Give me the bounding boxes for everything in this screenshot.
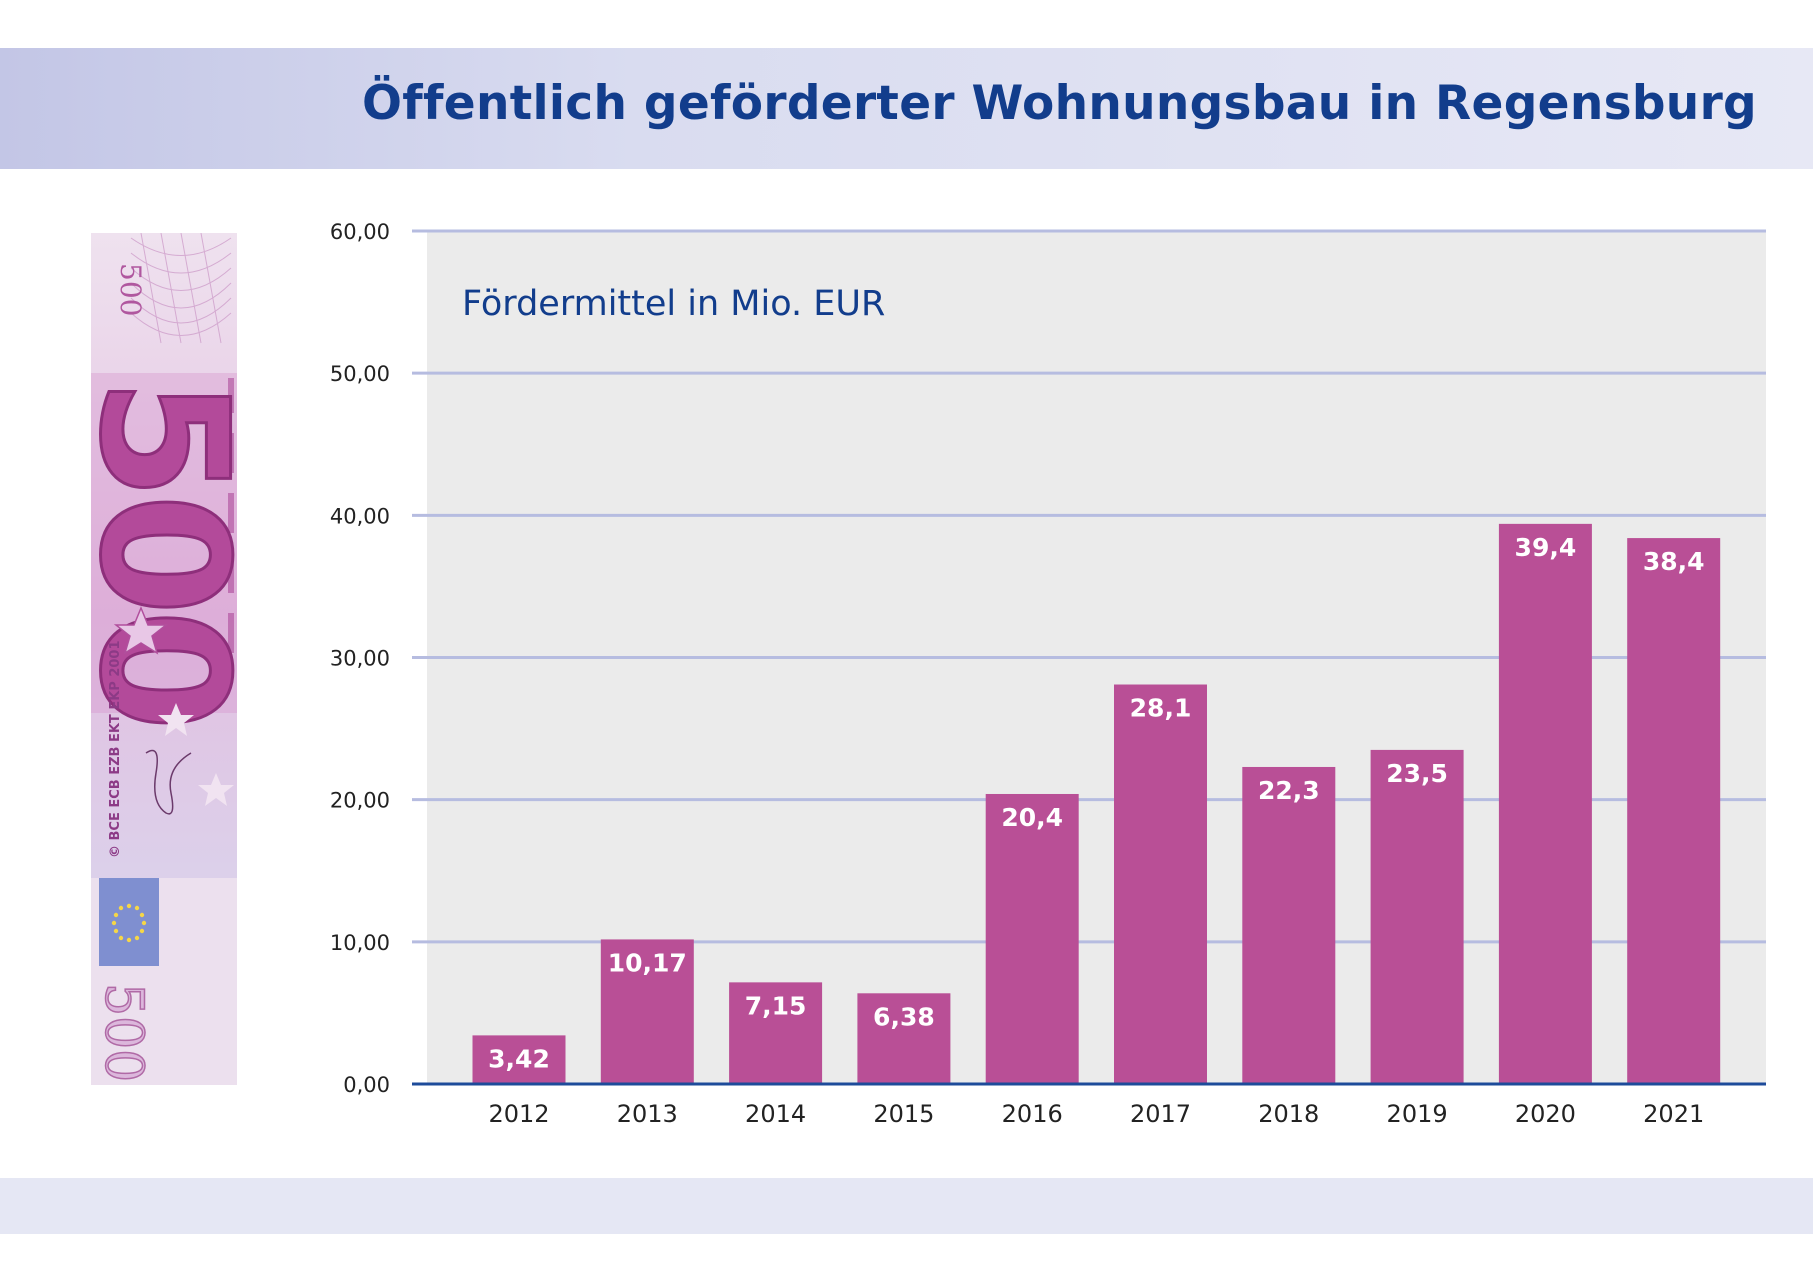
- x-category-label: 2014: [745, 1100, 806, 1128]
- x-category-labels: 2012 2013 2014 2015 2016 2017 2018 2019 2020 2021: [488, 1100, 1704, 1128]
- bar-value-labels: 3,42 10,17 7,15 6,38 20,4 28,1 22,3 23,5 39,4 38,…: [488, 533, 1704, 1074]
- bar: [1498, 523, 1592, 1084]
- y-tick-label: 50,00: [330, 362, 390, 386]
- x-category-label: 2019: [1387, 1100, 1448, 1128]
- bar: [1114, 684, 1207, 1084]
- bar-value-label: 23,5: [1386, 759, 1448, 788]
- x-category-label: 2013: [617, 1100, 678, 1128]
- bar-value-label: 10,17: [608, 948, 687, 977]
- bar-value-label: 6,38: [873, 1002, 935, 1031]
- banknote-issuer-text: © BCE ECB EZB EKT EKP 2001: [108, 640, 123, 858]
- bar: [1242, 766, 1336, 1084]
- bar: [600, 939, 694, 1084]
- bar-value-label: 39,4: [1515, 533, 1577, 562]
- bar-value-label: 28,1: [1130, 694, 1192, 723]
- banknote-large-denomination: 500: [91, 378, 237, 725]
- bar: [1370, 749, 1464, 1084]
- header-band: [0, 48, 1813, 169]
- bar: [729, 982, 823, 1084]
- x-category-label: 2015: [873, 1100, 934, 1128]
- banknote-bottom-denomination: 500: [93, 983, 153, 1082]
- bar-value-label: 7,15: [745, 991, 807, 1020]
- euro-banknote-500-icon: 500 500 © BCE ECB EZB EKT EKP 2001 500: [91, 233, 237, 1085]
- bar-value-label: 20,4: [1001, 803, 1063, 832]
- y-tick-label: 0,00: [343, 1073, 390, 1097]
- footer-band: [0, 1178, 1813, 1234]
- x-category-label: 2020: [1515, 1100, 1576, 1128]
- x-category-label: 2017: [1130, 1100, 1191, 1128]
- x-category-label: 2016: [1002, 1100, 1063, 1128]
- x-category-label: 2018: [1258, 1100, 1319, 1128]
- y-tick-label: 60,00: [330, 220, 390, 244]
- bar: [985, 793, 1079, 1084]
- bars: [472, 523, 1721, 1084]
- bar-value-label: 3,42: [488, 1044, 550, 1073]
- bar: [472, 1035, 566, 1084]
- y-tick-label: 10,00: [330, 931, 390, 955]
- y-tick-labels: 0,00 10,00 20,00 30,00 40,00 50,00 60,00: [330, 220, 390, 1097]
- page-title: Öffentlich geförderter Wohnungsbau in Re…: [362, 76, 1757, 131]
- y-tick-label: 20,00: [330, 789, 390, 813]
- bar-value-label: 22,3: [1258, 776, 1320, 805]
- x-category-label: 2012: [488, 1100, 549, 1128]
- y-axis-label: Fördermittel in Mio. EUR: [462, 284, 885, 324]
- bar: [1627, 538, 1721, 1084]
- bar: [857, 993, 951, 1084]
- bar-value-label: 38,4: [1643, 547, 1705, 576]
- y-tick-label: 40,00: [330, 504, 390, 528]
- banknote-small-denomination: 500: [114, 263, 147, 316]
- y-tick-label: 30,00: [330, 647, 390, 671]
- x-category-label: 2021: [1643, 1100, 1704, 1128]
